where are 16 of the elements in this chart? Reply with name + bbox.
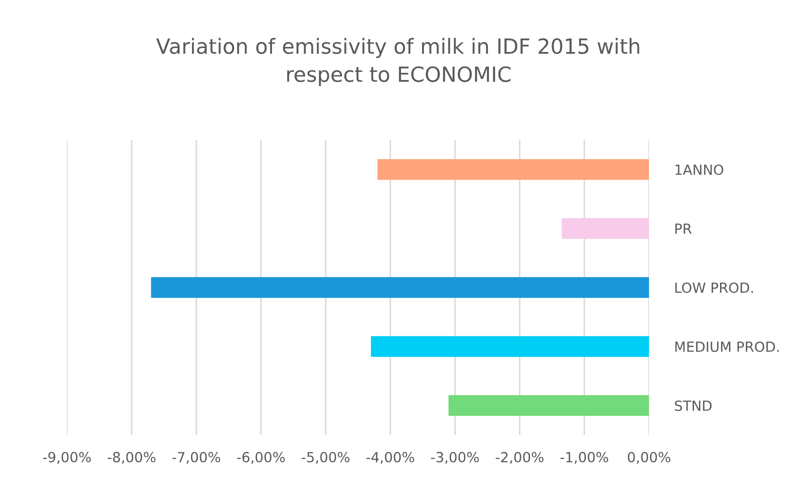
x-tick-label: 0,00% [628, 452, 670, 464]
y-tick-label: LOW PROD. [675, 282, 753, 293]
x-tick-label: -4,00% [366, 452, 414, 464]
x-tick-label: -2,00% [496, 452, 544, 464]
x-tick-label: -9,00% [43, 452, 91, 464]
y-tick-label: 1ANNO [676, 164, 724, 175]
y-tick-label: PR [675, 224, 692, 234]
x-tick-label: -3,00% [431, 452, 479, 464]
x-tick-label: -1,00% [560, 452, 608, 464]
x-tick-label: -7,00% [172, 452, 220, 464]
x-tick-label: -6,00% [237, 452, 285, 464]
y-tick-label: STND [674, 400, 712, 411]
y-tick-label: MEDIUM PROD. [675, 341, 779, 352]
chart-title: Variation of emissivity of milk in IDF 2015 with respect to ECONOMIC [156, 38, 640, 86]
x-tick-label: -8,00% [108, 452, 156, 464]
x-tick-label: -5,00% [302, 452, 350, 464]
